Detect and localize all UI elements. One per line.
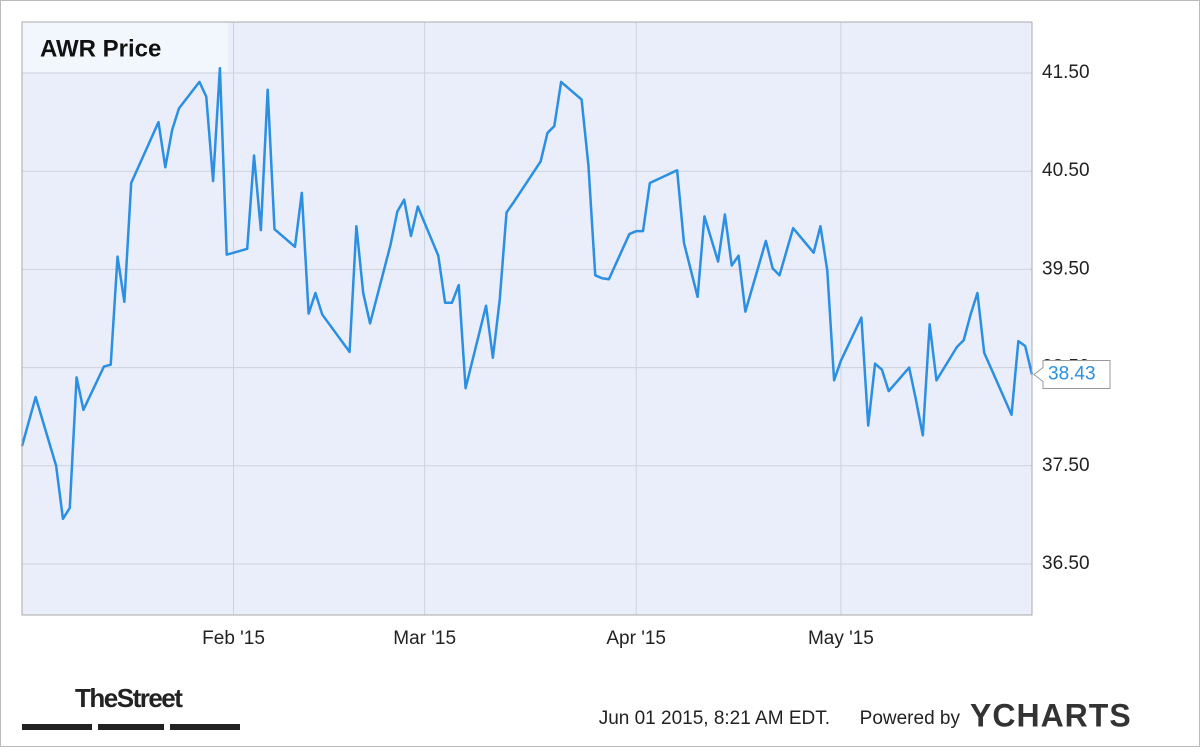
x-tick-label: May '15: [808, 628, 874, 649]
plot-area: [22, 22, 1032, 615]
brand-logo: TheStreet: [75, 683, 183, 713]
powered-by: Powered by: [860, 708, 961, 729]
x-tick-label: Feb '15: [202, 628, 265, 649]
price-line: [20, 66, 1034, 521]
plot-border: [21, 21, 1033, 616]
last-value-label: 38.43: [1048, 363, 1096, 384]
brand-bar: [22, 724, 92, 730]
x-tick-label: Apr '15: [606, 628, 666, 649]
title-box: [22, 22, 228, 72]
y-tick-label: 41.50: [1042, 62, 1090, 83]
y-tick-label: 39.50: [1042, 258, 1090, 279]
brand-bar: [170, 724, 240, 730]
last-value-box: [1033, 359, 1111, 389]
chart-title: AWR Price: [40, 35, 161, 62]
x-tick-label: Mar '15: [393, 628, 456, 649]
y-tick-label: 36.50: [1042, 553, 1090, 574]
y-tick-label: 37.50: [1042, 455, 1090, 476]
provider-logo: YCHARTS: [970, 697, 1132, 733]
brand-bar: [98, 724, 164, 730]
y-tick-label: 40.50: [1042, 160, 1090, 181]
timestamp: Jun 01 2015, 8:21 AM EDT.: [599, 708, 830, 729]
